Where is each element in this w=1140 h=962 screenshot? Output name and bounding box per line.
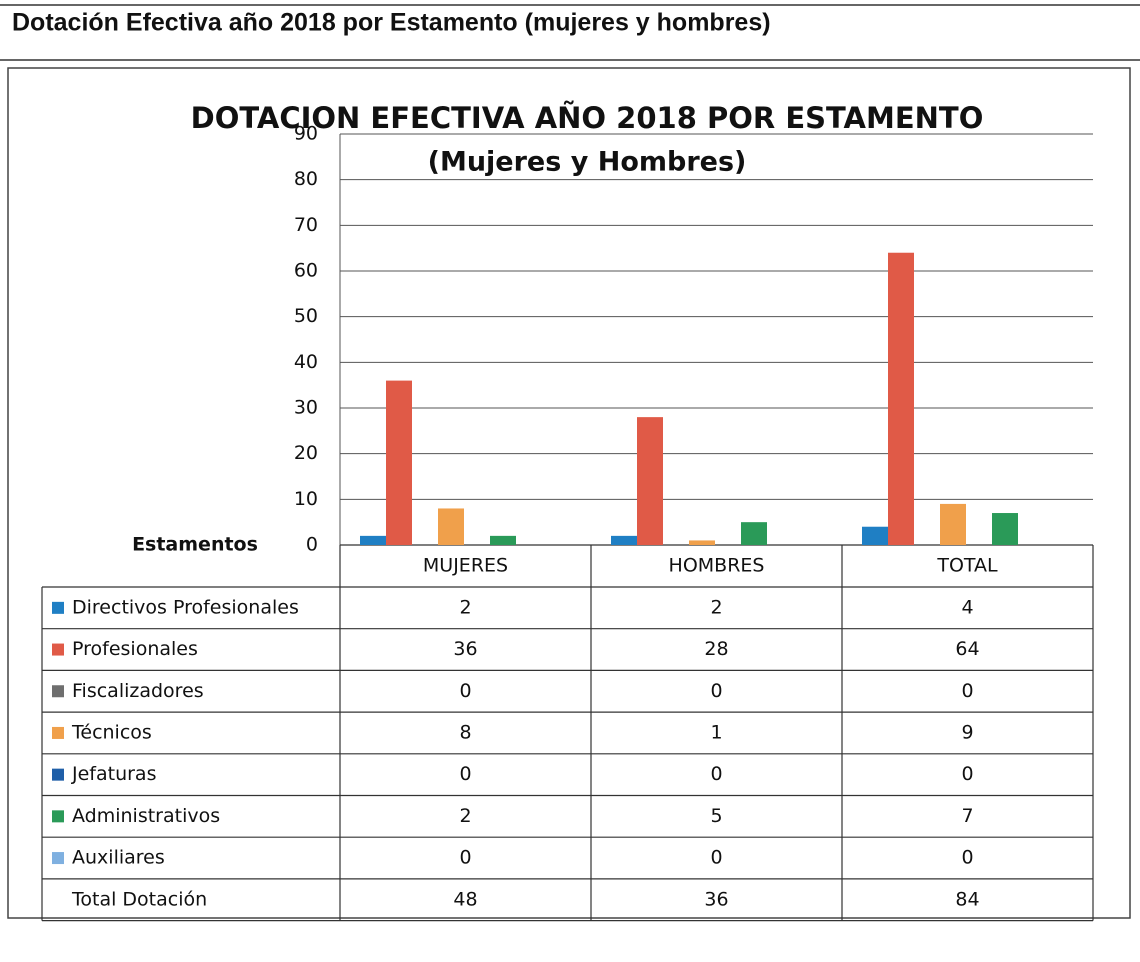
legend-label: Profesionales: [72, 638, 198, 660]
bar: [611, 535, 637, 545]
bar: [386, 380, 412, 545]
y-tick-label: 0: [306, 534, 318, 556]
y-tick-label: 90: [294, 123, 318, 145]
x-tick-label: HOMBRES: [669, 555, 765, 577]
y-tick-label: 60: [294, 260, 318, 282]
x-tick-label: MUJERES: [423, 555, 508, 577]
bar: [862, 526, 888, 545]
y-tick-label: 30: [294, 397, 318, 419]
table-cell: 0: [710, 847, 722, 869]
legend-swatch: [52, 601, 64, 614]
table-cell: 2: [459, 596, 471, 618]
table-cell: 0: [710, 680, 722, 702]
bar: [888, 252, 914, 545]
legend-label: Técnicos: [71, 721, 152, 743]
y-tick-label: 80: [294, 168, 318, 190]
table-cell: 2: [459, 805, 471, 827]
table-cell: 28: [704, 638, 728, 660]
legend-swatch: [52, 810, 64, 823]
legend-swatch: [52, 768, 64, 781]
chart-subtitle: (Mujeres y Hombres): [428, 147, 747, 178]
table-cell: 0: [710, 763, 722, 785]
chart-title: DOTACION EFECTIVA AÑO 2018 POR ESTAMENTO: [191, 101, 984, 135]
table-cell: 48: [453, 888, 477, 910]
x-tick-label: TOTAL: [936, 555, 998, 577]
y-tick-label: 70: [294, 214, 318, 236]
legend-label: Jefaturas: [71, 763, 156, 785]
table-cell: 9: [961, 721, 973, 743]
y-tick-label: 10: [294, 488, 318, 510]
table-cell: 64: [955, 638, 979, 660]
legend-label: Administrativos: [72, 805, 220, 827]
legend-label: Auxiliares: [72, 847, 165, 869]
table-cell: 8: [459, 721, 471, 743]
bar: [360, 535, 386, 545]
table-cell: 0: [459, 847, 471, 869]
y-tick-label: 50: [294, 305, 318, 327]
bar: [438, 508, 464, 545]
table-cell: 4: [961, 596, 973, 618]
bar: [689, 540, 715, 545]
table-cell: 84: [955, 888, 979, 910]
legend-swatch: [52, 685, 64, 698]
table-cell: 2: [710, 596, 722, 618]
table-cell: 0: [459, 763, 471, 785]
legend-label: Directivos Profesionales: [72, 596, 299, 618]
table-cell: 7: [961, 805, 973, 827]
table-label: Estamentos: [132, 534, 258, 556]
bar: [940, 503, 966, 545]
table-cell: 5: [710, 805, 722, 827]
legend-swatch: [52, 643, 64, 656]
chart-frame: [7, 67, 1131, 919]
bar: [992, 513, 1018, 545]
table-cell: 0: [961, 763, 973, 785]
table-cell: 0: [961, 680, 973, 702]
legend-swatch: [52, 726, 64, 739]
bar: [637, 417, 663, 545]
y-tick-label: 40: [294, 351, 318, 373]
table-cell: 36: [704, 888, 728, 910]
bar: [490, 535, 516, 545]
total-label: Total Dotación: [71, 888, 207, 910]
legend-swatch: [52, 852, 64, 865]
y-tick-label: 20: [294, 442, 318, 464]
table-cell: 1: [710, 721, 722, 743]
bar: [741, 522, 767, 545]
table-cell: 36: [453, 638, 477, 660]
table-cell: 0: [961, 847, 973, 869]
table-cell: 0: [459, 680, 471, 702]
header-title: Dotación Efectiva año 2018 por Estamento…: [12, 9, 771, 37]
legend-label: Fiscalizadores: [72, 680, 204, 702]
